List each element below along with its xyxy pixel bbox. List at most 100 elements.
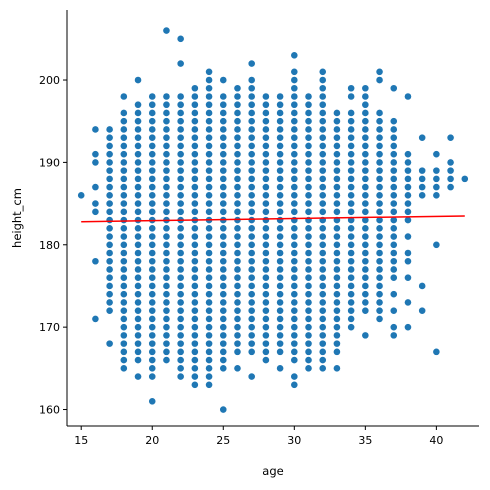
data-point <box>105 298 114 307</box>
data-point <box>261 150 270 159</box>
data-point <box>375 183 384 192</box>
data-point <box>205 380 213 389</box>
data-point <box>333 265 341 274</box>
data-point <box>290 76 299 84</box>
data-point <box>261 207 270 216</box>
data-point <box>261 315 270 323</box>
data-point <box>333 315 341 323</box>
data-point <box>205 207 213 216</box>
data-point <box>162 232 171 241</box>
data-point <box>290 92 299 101</box>
data-point <box>247 257 256 266</box>
data-point <box>432 191 441 200</box>
data-point <box>205 249 213 257</box>
data-point <box>105 232 114 241</box>
data-point <box>247 183 256 192</box>
data-point <box>261 191 270 200</box>
data-point <box>432 347 441 356</box>
data-point <box>333 117 341 126</box>
data-point <box>190 380 199 389</box>
data-point <box>304 166 313 175</box>
data-point <box>261 216 270 224</box>
axes <box>66 10 479 427</box>
data-point <box>247 240 256 249</box>
data-point <box>119 150 128 159</box>
data-point <box>375 76 384 84</box>
data-point <box>361 290 370 299</box>
data-point <box>176 339 185 348</box>
data-point <box>375 306 384 315</box>
data-point <box>361 273 370 282</box>
data-point <box>375 290 384 299</box>
data-point <box>119 290 128 299</box>
data-point <box>318 207 327 216</box>
data-point <box>190 109 199 117</box>
data-point <box>134 257 142 266</box>
data-point <box>361 183 370 192</box>
data-point <box>375 199 384 208</box>
data-point <box>276 199 285 208</box>
data-point <box>318 199 327 208</box>
data-point <box>333 339 341 348</box>
data-point <box>389 265 398 274</box>
data-point <box>432 150 441 159</box>
data-point <box>247 207 256 216</box>
data-point <box>119 199 128 208</box>
data-point <box>276 298 285 307</box>
data-point <box>119 249 128 257</box>
data-point <box>361 224 370 233</box>
data-point <box>404 174 412 183</box>
data-point <box>119 265 128 274</box>
data-point <box>219 150 228 159</box>
data-point <box>304 150 313 159</box>
data-point <box>290 84 299 93</box>
data-point <box>162 298 171 307</box>
data-point <box>261 339 270 348</box>
data-point <box>318 315 327 323</box>
data-point <box>361 232 370 241</box>
data-point <box>389 240 398 249</box>
data-point <box>318 142 327 150</box>
data-point <box>404 207 412 216</box>
data-point <box>176 240 185 249</box>
data-point <box>389 183 398 192</box>
data-point <box>290 51 299 60</box>
data-point <box>247 331 256 340</box>
data-point <box>162 224 171 233</box>
data-point <box>290 323 299 332</box>
data-point <box>176 347 185 356</box>
data-point <box>333 364 341 373</box>
data-point <box>261 257 270 266</box>
data-point <box>290 207 299 216</box>
data-point <box>276 339 285 348</box>
x-tick-label: 40 <box>429 434 443 447</box>
data-point <box>333 207 341 216</box>
data-point <box>205 273 213 282</box>
data-point <box>162 26 171 35</box>
data-point <box>105 265 114 274</box>
data-point <box>261 133 270 142</box>
data-point <box>134 109 142 117</box>
data-point <box>404 183 412 192</box>
data-point <box>290 240 299 249</box>
data-point <box>318 364 327 373</box>
data-point <box>134 372 142 381</box>
data-point <box>105 290 114 299</box>
data-point <box>148 364 157 373</box>
data-point <box>119 240 128 249</box>
data-point <box>247 76 256 84</box>
data-point <box>148 125 157 134</box>
data-point <box>219 298 228 307</box>
data-point <box>205 290 213 299</box>
data-point <box>347 232 356 241</box>
data-point <box>176 282 185 290</box>
data-point <box>304 133 313 142</box>
data-point <box>233 364 242 373</box>
data-point <box>190 364 199 373</box>
data-point <box>247 59 256 68</box>
data-point <box>119 257 128 266</box>
data-point <box>347 191 356 200</box>
data-point <box>247 166 256 175</box>
x-tick-label: 30 <box>287 434 301 447</box>
data-point <box>134 166 142 175</box>
